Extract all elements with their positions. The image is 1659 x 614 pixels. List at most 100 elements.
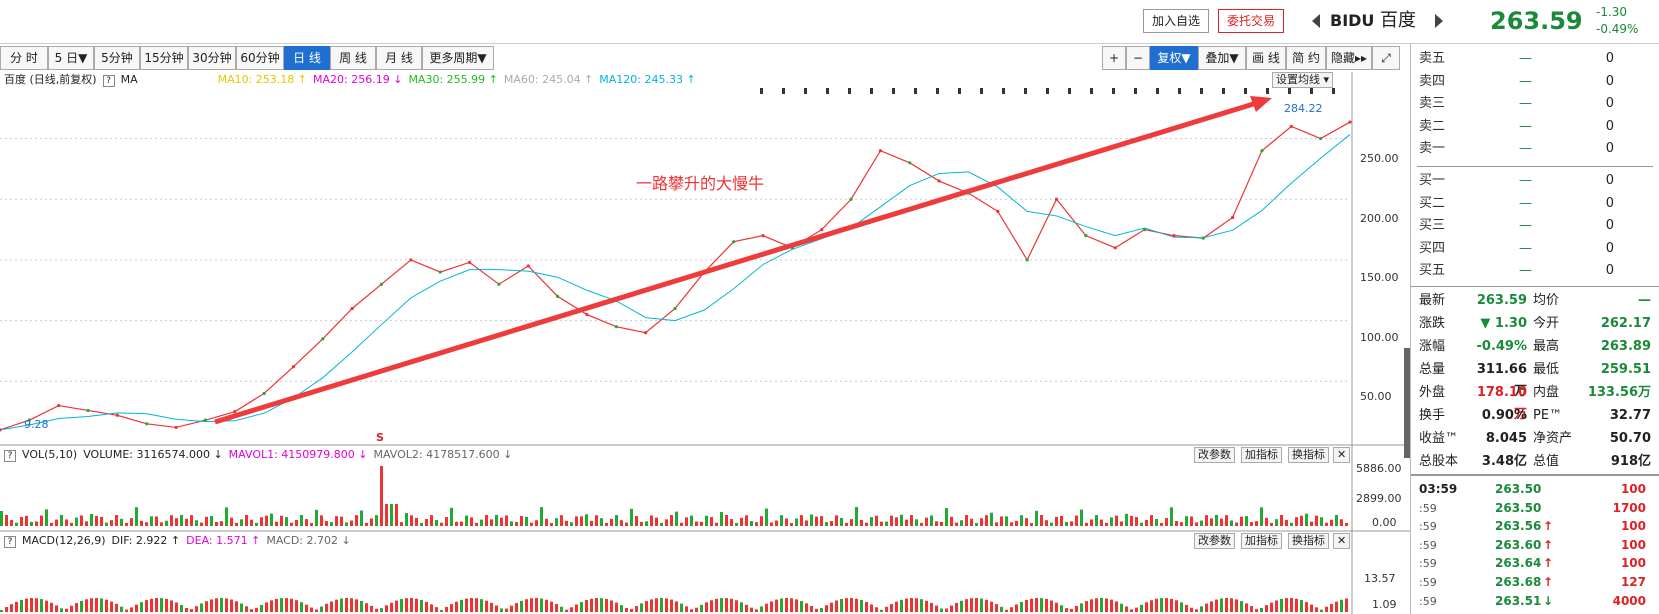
bid-price: — [1519, 173, 1532, 188]
volume-bar [1075, 515, 1078, 526]
vol-close-icon[interactable]: ✕ [1333, 447, 1351, 463]
macd-params-button[interactable]: 改参数 [1194, 533, 1235, 549]
volume-bar [650, 515, 653, 526]
macd-bar [655, 598, 658, 612]
volume-bar [730, 519, 733, 526]
macd-bar [1215, 599, 1218, 612]
tab-intraday[interactable]: 分 时 [0, 46, 48, 70]
volume-bar [1235, 522, 1238, 526]
adjust-dropdown[interactable]: 复权▼ [1150, 46, 1198, 70]
trade-button[interactable]: 委托交易 [1218, 9, 1285, 33]
macd-bar [10, 604, 13, 612]
volume-bar [335, 516, 338, 526]
macd-bar [865, 601, 868, 612]
chart-area: 百度 (日线,前复权)? MA MA10: 253.18 ↑ MA20: 256.19… [0, 72, 1410, 614]
macd-bar [245, 606, 248, 612]
macd-bar [295, 600, 298, 612]
add-watchlist-button[interactable]: 加入自选 [1143, 9, 1210, 33]
help-icon[interactable]: ? [4, 450, 16, 462]
macd-bar [1150, 600, 1153, 612]
macd-bar [495, 605, 498, 612]
brief-button[interactable]: 简 约 [1286, 46, 1326, 70]
macd-bar [175, 602, 178, 612]
volume-bar [170, 515, 173, 526]
macd-bar [540, 598, 543, 612]
price-point [115, 413, 119, 417]
macd-bar [1015, 604, 1018, 612]
macd-bar [460, 599, 463, 612]
macd-bar [1240, 601, 1243, 612]
tab-monthly[interactable]: 月 线 [376, 46, 422, 70]
tab-30min[interactable]: 30分钟 [188, 46, 236, 70]
expand-icon[interactable]: ⤢ [1372, 46, 1400, 70]
stat-value: 50.70 [1609, 431, 1651, 446]
vol-switch-indicator-button[interactable]: 换指标 [1288, 447, 1329, 463]
tab-5min[interactable]: 5分钟 [94, 46, 140, 70]
volume-bar [30, 521, 33, 526]
macd-bar [1200, 606, 1203, 612]
zoom-in-button[interactable]: + [1102, 46, 1126, 70]
event-marker [782, 88, 785, 94]
zoom-out-button[interactable]: − [1126, 46, 1150, 70]
macd-add-indicator-button[interactable]: 加指标 [1241, 533, 1282, 549]
volume-bar [1155, 519, 1158, 526]
tab-5day[interactable]: 5 日▼ [48, 46, 94, 70]
tab-weekly[interactable]: 周 线 [330, 46, 376, 70]
volume-bar [1125, 513, 1128, 526]
panel-resize-handle[interactable] [1404, 348, 1410, 458]
hide-button[interactable]: 隐藏▸▸ [1326, 46, 1372, 70]
trend-arrow-line [214, 99, 1261, 425]
ma-settings-button[interactable]: 设置均线 ▾ [1272, 72, 1334, 88]
macd-bar [1010, 607, 1013, 612]
next-stock-icon[interactable] [1435, 14, 1443, 28]
bid-label: 买五 [1419, 263, 1446, 278]
tab-more-periods[interactable]: 更多周期▼ [422, 46, 494, 70]
price-point [321, 337, 325, 341]
volume-bar [690, 515, 693, 526]
macd-bar [85, 599, 88, 612]
event-marker [1002, 88, 1005, 94]
macd-y-tick: 13.57 [1364, 572, 1396, 585]
draw-line-button[interactable]: 画 线 [1246, 46, 1286, 70]
volume-bar [605, 522, 608, 526]
macd-bar [165, 598, 168, 612]
volume-bar [920, 522, 923, 526]
macd-bar [785, 598, 788, 612]
vol-add-indicator-button[interactable]: 加指标 [1241, 447, 1282, 463]
vol-params-button[interactable]: 改参数 [1194, 447, 1235, 463]
stat-label: 最低 [1533, 362, 1560, 377]
stat-label: 净资产 [1533, 431, 1573, 446]
volume-bar [425, 519, 428, 526]
volume-bar [410, 515, 413, 526]
tab-60min[interactable]: 60分钟 [236, 46, 284, 70]
macd-bar [215, 598, 218, 612]
macd-bar [75, 603, 78, 612]
stat-label: 换手 [1419, 408, 1446, 423]
macd-bar [1070, 608, 1073, 612]
macd-bar [605, 598, 608, 612]
chart-title: 百度 (日线,前复权) [4, 73, 97, 86]
help-icon[interactable]: ? [102, 75, 115, 87]
volume-bar [785, 518, 788, 526]
y-tick: 250.00 [1360, 152, 1399, 165]
tab-15min[interactable]: 15分钟 [140, 46, 188, 70]
price-point [996, 209, 1000, 213]
macd-bar [250, 609, 253, 612]
price-chart[interactable] [0, 72, 1410, 614]
tick-volume: 1700 [1612, 500, 1646, 515]
price-point [233, 410, 237, 414]
price-point [409, 258, 413, 262]
macd-bar [900, 599, 903, 612]
stat-label: 外盘 [1419, 385, 1446, 400]
macd-close-icon[interactable]: ✕ [1333, 533, 1351, 549]
volume-bar [760, 516, 763, 526]
price-point [849, 197, 853, 201]
tab-daily[interactable]: 日 线 [284, 46, 330, 70]
prev-stock-icon[interactable] [1312, 14, 1320, 28]
volume-bar [810, 514, 813, 526]
bid-label: 买一 [1419, 173, 1446, 188]
overlay-dropdown[interactable]: 叠加▼ [1198, 46, 1246, 70]
macd-switch-indicator-button[interactable]: 换指标 [1288, 533, 1329, 549]
ask-price: — [1519, 141, 1532, 156]
help-icon[interactable]: ? [4, 536, 16, 548]
